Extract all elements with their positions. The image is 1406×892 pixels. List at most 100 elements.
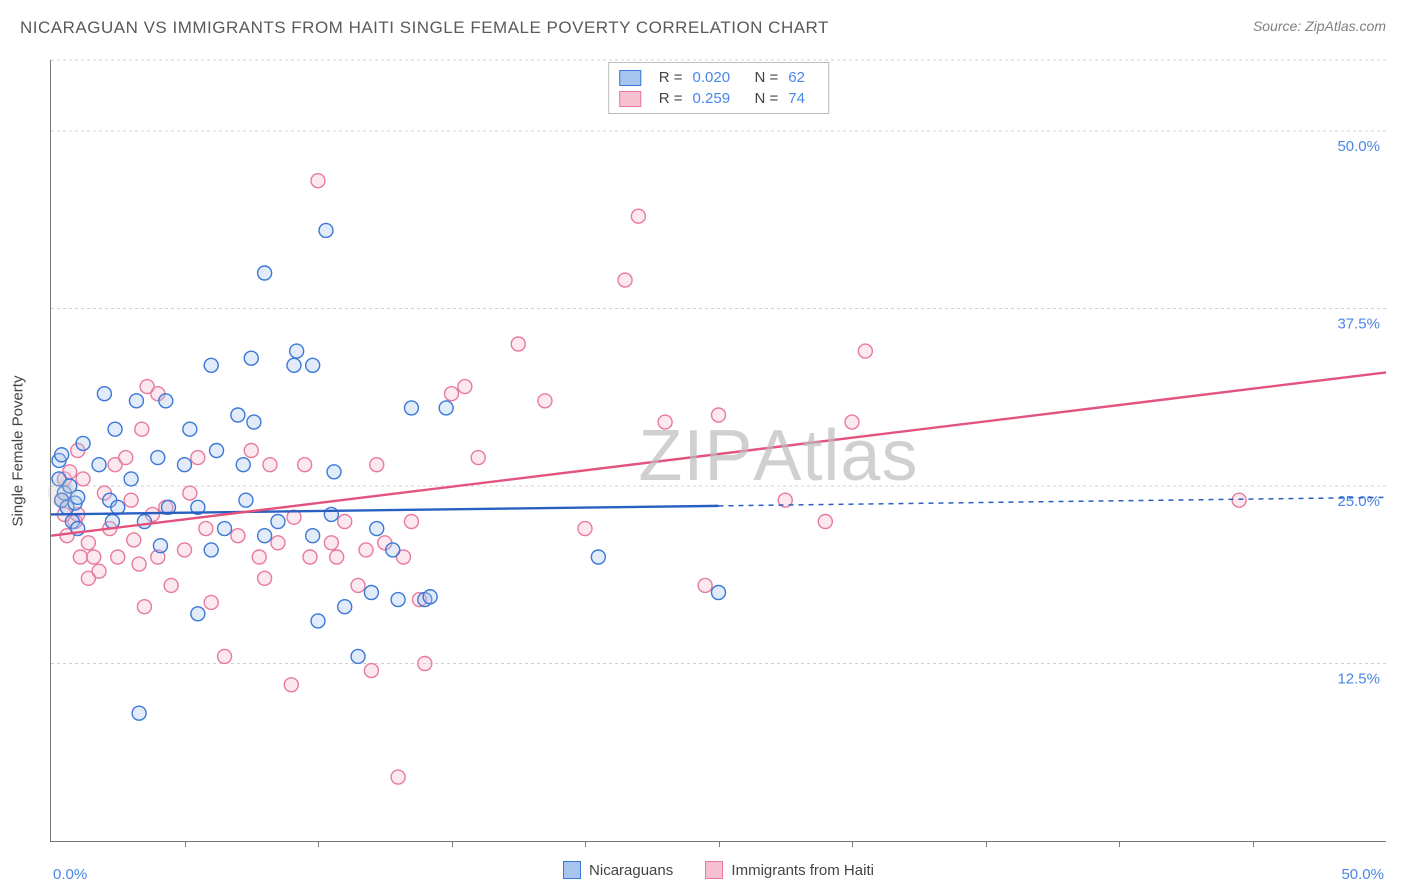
point-haiti	[204, 595, 218, 609]
point-nicaraguans	[311, 614, 325, 628]
point-haiti	[258, 571, 272, 585]
source-line: Source: ZipAtlas.com	[1253, 18, 1386, 34]
chart-svg: 12.5%25.0%37.5%50.0%	[51, 60, 1386, 841]
point-nicaraguans	[218, 522, 232, 536]
r-label: R =	[659, 69, 683, 86]
point-haiti	[370, 458, 384, 472]
n-value-haiti: 74	[788, 90, 818, 107]
point-haiti	[87, 550, 101, 564]
legend-item-nicaraguans: Nicaraguans	[563, 861, 673, 879]
point-haiti	[140, 380, 154, 394]
point-haiti	[263, 458, 277, 472]
point-nicaraguans	[244, 351, 258, 365]
point-haiti	[244, 444, 258, 458]
point-nicaraguans	[111, 500, 125, 514]
legend-label-nicaraguans: Nicaraguans	[589, 862, 673, 879]
point-haiti	[252, 550, 266, 564]
point-haiti	[178, 543, 192, 557]
point-haiti	[218, 649, 232, 663]
point-haiti	[471, 451, 485, 465]
x-tick	[719, 841, 720, 847]
point-haiti	[135, 422, 149, 436]
point-haiti	[418, 657, 432, 671]
point-nicaraguans	[306, 529, 320, 543]
point-haiti	[391, 770, 405, 784]
x-tick	[1253, 841, 1254, 847]
x-tick-label: 50.0%	[1341, 866, 1384, 883]
point-haiti	[351, 578, 365, 592]
point-nicaraguans	[231, 408, 245, 422]
legend-item-haiti: Immigrants from Haiti	[705, 861, 874, 879]
y-tick-label: 50.0%	[1337, 138, 1380, 155]
point-nicaraguans	[290, 344, 304, 358]
y-axis-label: Single Female Poverty	[10, 376, 27, 527]
point-nicaraguans	[306, 358, 320, 372]
r-value-nicaraguans: 0.020	[693, 69, 745, 86]
point-haiti	[298, 458, 312, 472]
swatch-nicaraguans	[619, 70, 641, 86]
point-nicaraguans	[204, 543, 218, 557]
r-value-haiti: 0.259	[693, 90, 745, 107]
point-nicaraguans	[239, 493, 253, 507]
point-haiti	[364, 664, 378, 678]
point-haiti	[132, 557, 146, 571]
point-haiti	[111, 550, 125, 564]
point-haiti	[127, 533, 141, 547]
point-haiti	[818, 515, 832, 529]
point-haiti	[404, 515, 418, 529]
point-haiti	[73, 550, 87, 564]
point-nicaraguans	[159, 394, 173, 408]
point-haiti	[92, 564, 106, 578]
point-nicaraguans	[151, 451, 165, 465]
point-haiti	[445, 387, 459, 401]
swatch-nicaraguans	[563, 861, 581, 879]
point-nicaraguans	[712, 586, 726, 600]
point-haiti	[124, 493, 138, 507]
point-nicaraguans	[423, 590, 437, 604]
point-nicaraguans	[324, 507, 338, 521]
point-nicaraguans	[124, 472, 138, 486]
swatch-haiti	[705, 861, 723, 879]
point-nicaraguans	[247, 415, 261, 429]
point-haiti	[231, 529, 245, 543]
x-tick	[452, 841, 453, 847]
point-nicaraguans	[108, 422, 122, 436]
point-haiti	[271, 536, 285, 550]
x-tick	[585, 841, 586, 847]
point-haiti	[511, 337, 525, 351]
point-haiti	[311, 174, 325, 188]
x-tick	[185, 841, 186, 847]
point-haiti	[81, 536, 95, 550]
point-nicaraguans	[351, 649, 365, 663]
point-haiti	[712, 408, 726, 422]
point-nicaraguans	[258, 529, 272, 543]
point-haiti	[845, 415, 859, 429]
point-haiti	[631, 209, 645, 223]
point-haiti	[284, 678, 298, 692]
point-nicaraguans	[97, 387, 111, 401]
x-tick	[318, 841, 319, 847]
point-nicaraguans	[191, 607, 205, 621]
point-haiti	[698, 578, 712, 592]
point-haiti	[191, 451, 205, 465]
point-nicaraguans	[132, 706, 146, 720]
x-tick	[986, 841, 987, 847]
point-nicaraguans	[287, 358, 301, 372]
point-haiti	[618, 273, 632, 287]
point-haiti	[658, 415, 672, 429]
point-haiti	[183, 486, 197, 500]
n-label: N =	[755, 69, 779, 86]
correlation-legend: R = 0.020 N = 62 R = 0.259 N = 74	[608, 62, 830, 114]
source-label: Source:	[1253, 18, 1301, 34]
point-nicaraguans	[76, 436, 90, 450]
x-tick	[1119, 841, 1120, 847]
point-nicaraguans	[338, 600, 352, 614]
legend-row-haiti: R = 0.259 N = 74	[619, 88, 819, 109]
point-nicaraguans	[129, 394, 143, 408]
point-nicaraguans	[386, 543, 400, 557]
legend-row-nicaraguans: R = 0.020 N = 62	[619, 67, 819, 88]
y-tick-label: 25.0%	[1337, 493, 1380, 510]
point-haiti	[1232, 493, 1246, 507]
point-haiti	[858, 344, 872, 358]
point-nicaraguans	[183, 422, 197, 436]
